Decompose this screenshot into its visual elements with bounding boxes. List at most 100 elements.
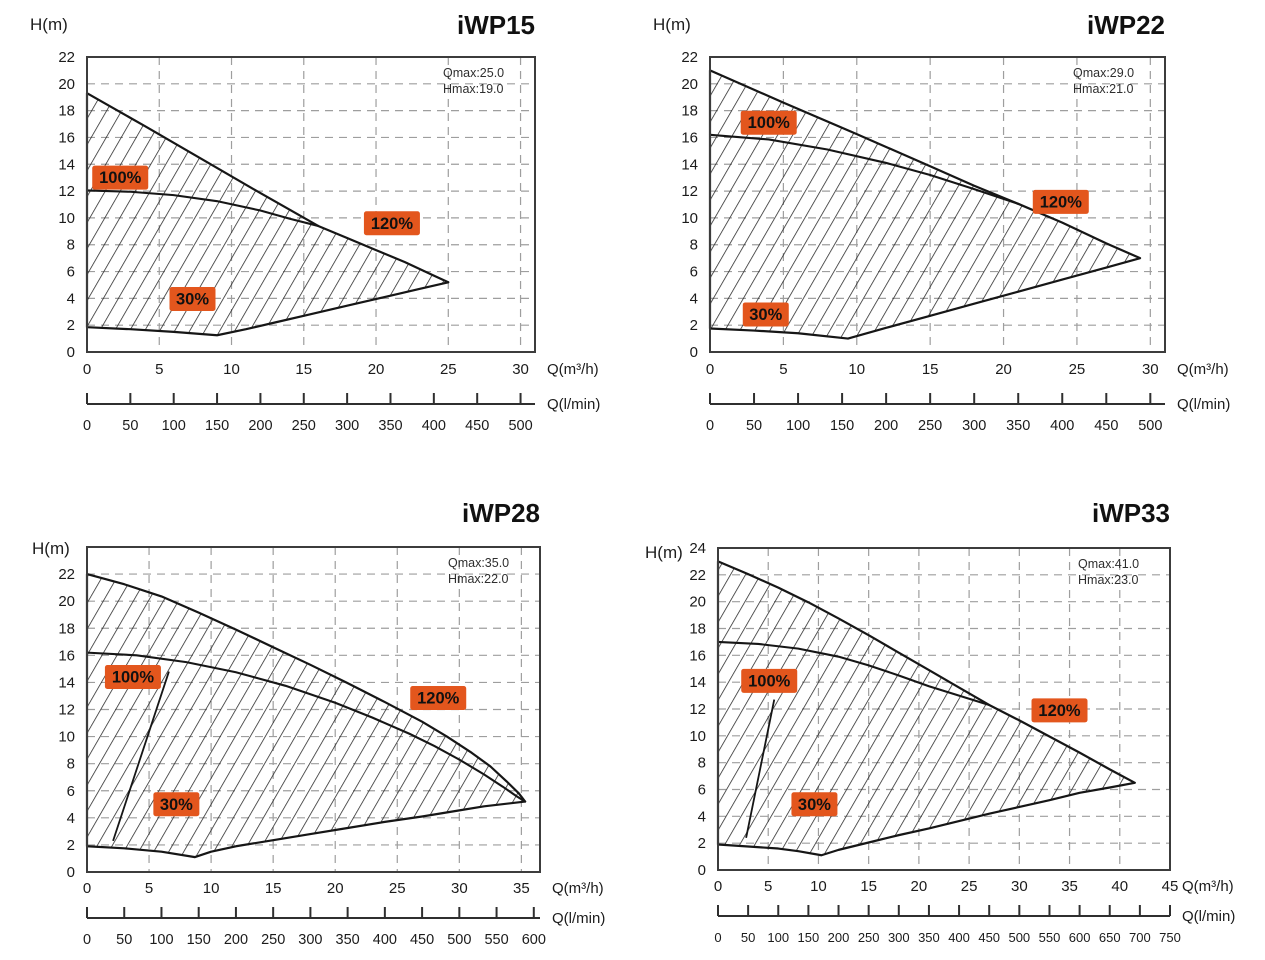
secondary-tick-label: 0 bbox=[714, 930, 721, 945]
y-tick-label: 2 bbox=[67, 317, 75, 334]
y-tick-label: 22 bbox=[58, 566, 75, 583]
x-tick-label: 0 bbox=[83, 880, 91, 897]
secondary-tick-label: 50 bbox=[116, 932, 132, 948]
y-tick-label: 8 bbox=[67, 756, 75, 773]
x-tick-label: 5 bbox=[145, 880, 153, 897]
x-tick-label: 30 bbox=[512, 361, 529, 378]
zone-label-100: 100% bbox=[740, 110, 797, 135]
x-tick-label: 15 bbox=[295, 361, 312, 378]
secondary-tick-label: 700 bbox=[1129, 930, 1151, 945]
x-tick-label: 0 bbox=[83, 361, 91, 378]
secondary-tick-label: 500 bbox=[508, 418, 532, 434]
chart-title: iWP33 bbox=[1092, 498, 1170, 528]
y-tick-label: 14 bbox=[58, 674, 75, 691]
secondary-tick-label: 450 bbox=[465, 418, 489, 434]
secondary-tick-label: 150 bbox=[798, 930, 820, 945]
x-tick-label: 30 bbox=[1142, 361, 1159, 378]
y-tick-label: 12 bbox=[58, 183, 75, 200]
y-tick-label: 22 bbox=[58, 49, 75, 66]
zone-label-box bbox=[742, 302, 789, 327]
zone-label-120: 120% bbox=[410, 685, 467, 710]
y-tick-label: 2 bbox=[698, 835, 706, 852]
chart-iwp28-canvas: 0 2 4 6 8 10 12 14 16 18 20 22 0 5 10 15 20 25 30 35 Q(m³/h)… bbox=[32, 498, 605, 948]
zone-label-box bbox=[1031, 698, 1088, 723]
secondary-tick-label: 300 bbox=[335, 418, 359, 434]
secondary-tick-label: 250 bbox=[261, 932, 285, 948]
y-tick-label: 10 bbox=[58, 729, 75, 746]
y-tick-label: 6 bbox=[698, 782, 706, 799]
y-tick-label: 24 bbox=[689, 540, 706, 557]
y-tick-label: 0 bbox=[698, 862, 706, 879]
secondary-tick-label: 650 bbox=[1099, 930, 1121, 945]
zone-label-box bbox=[410, 685, 467, 710]
x-tick-label: 0 bbox=[714, 878, 722, 895]
y-tick-label: 10 bbox=[689, 728, 706, 745]
secondary-tick-label: 550 bbox=[1039, 930, 1061, 945]
secondary-tick-label: 50 bbox=[122, 418, 138, 434]
secondary-tick-label: 500 bbox=[1008, 930, 1030, 945]
zone-label-100: 100% bbox=[104, 665, 161, 689]
secondary-axis-unit-label: Q(l/min) bbox=[1182, 908, 1235, 925]
secondary-tick-label: 200 bbox=[224, 932, 248, 948]
secondary-tick-label: 350 bbox=[918, 930, 940, 945]
secondary-tick-label: 400 bbox=[373, 932, 397, 948]
y-tick-label: 6 bbox=[67, 264, 75, 281]
zone-label-120: 120% bbox=[363, 211, 420, 236]
zone-label-box bbox=[92, 165, 149, 190]
x-tick-label: 10 bbox=[203, 880, 220, 897]
x-tick-label: 20 bbox=[995, 361, 1012, 378]
zone-label-100: 100% bbox=[92, 165, 149, 190]
y-tick-label: 20 bbox=[58, 76, 75, 93]
hmax-annotation: Hmax:19.0 bbox=[443, 82, 503, 96]
secondary-axis: 0 50 100 150 200 250 300 350 400 450 500 Q(l/min) bbox=[706, 393, 1230, 434]
hmax-annotation: Hmax:23.0 bbox=[1078, 573, 1138, 587]
zone-label-box bbox=[169, 287, 216, 312]
secondary-tick-label: 400 bbox=[948, 930, 970, 945]
secondary-axis-unit-label: Q(l/min) bbox=[547, 396, 600, 413]
chart-iwp15: 0 2 4 6 8 10 12 14 16 18 20 22 0 5 10 15 20 25 30 Q(m³/h) 0 5… bbox=[20, 0, 640, 472]
y-tick-label: 20 bbox=[58, 593, 75, 610]
zone-label-text: 120% bbox=[371, 215, 414, 233]
y-tick-label: 0 bbox=[690, 344, 698, 361]
secondary-tick-label: 450 bbox=[410, 932, 434, 948]
secondary-tick-label: 200 bbox=[874, 418, 898, 434]
y-tick-label: 2 bbox=[67, 837, 75, 854]
zone-label-120: 120% bbox=[1031, 698, 1088, 723]
x-tick-label: 40 bbox=[1111, 878, 1128, 895]
zone-label-box bbox=[153, 792, 200, 817]
zone-label-30: 30% bbox=[791, 792, 838, 817]
secondary-tick-label: 250 bbox=[918, 418, 942, 434]
operating-envelope-region bbox=[85, 92, 450, 337]
y-tick-label: 18 bbox=[58, 620, 75, 637]
max-annotation: Qmax:35.0 Hmax:22.0 bbox=[448, 556, 509, 586]
zone-label-box bbox=[740, 110, 797, 135]
max-annotation: Qmax:25.0 Hmax:19.0 bbox=[443, 66, 504, 96]
secondary-tick-label: 150 bbox=[205, 418, 229, 434]
chart-title: iWP22 bbox=[1087, 10, 1165, 40]
y-tick-label: 16 bbox=[689, 647, 706, 664]
chart-title: iWP15 bbox=[457, 10, 535, 40]
secondary-axis: 0 50 100 150 200 250 300 350 400 450 500 Q(l/min) bbox=[83, 393, 600, 434]
secondary-tick-label: 300 bbox=[888, 930, 910, 945]
zone-label-30: 30% bbox=[153, 792, 200, 817]
curve-100-percent bbox=[716, 640, 991, 707]
secondary-tick-label: 500 bbox=[447, 932, 471, 948]
y-tick-label: 16 bbox=[58, 647, 75, 664]
x-tick-label: 5 bbox=[764, 878, 772, 895]
zone-label-text: 100% bbox=[748, 114, 791, 132]
chart-iwp15-canvas: 0 2 4 6 8 10 12 14 16 18 20 22 0 5 10 15 20 25 30 Q(m³/h) 0 5… bbox=[30, 10, 600, 434]
y-tick-label: 22 bbox=[681, 49, 698, 66]
x-tick-label: 20 bbox=[368, 361, 385, 378]
y-tick-label: 8 bbox=[698, 755, 706, 772]
plot-border bbox=[717, 547, 1171, 871]
secondary-tick-label: 350 bbox=[1006, 418, 1030, 434]
y-tick-label: 18 bbox=[58, 103, 75, 120]
x-tick-label: 5 bbox=[779, 361, 787, 378]
zone-label-100: 100% bbox=[741, 668, 798, 693]
secondary-tick-label: 150 bbox=[830, 418, 854, 434]
zone-label-text: 100% bbox=[99, 169, 142, 187]
y-axis-label: H(m) bbox=[30, 15, 68, 34]
max-annotation: Qmax:29.0 Hmax:21.0 bbox=[1073, 66, 1134, 96]
x-tick-label: 25 bbox=[1069, 361, 1086, 378]
